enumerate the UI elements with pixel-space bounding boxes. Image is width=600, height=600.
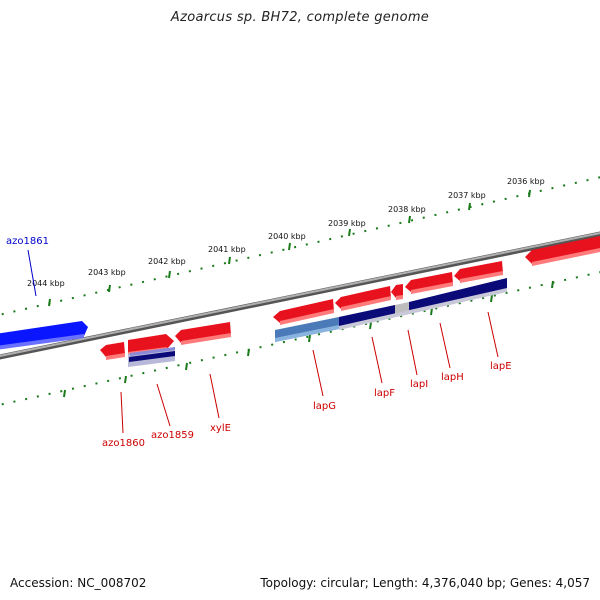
genome-backbone-highlight <box>0 232 600 357</box>
feature-bar-lap <box>275 278 507 342</box>
tick-label-2036: 2036 kbp <box>507 177 545 186</box>
leader-azo1860 <box>120 391 124 434</box>
gene-lapG[interactable] <box>273 299 334 325</box>
accession-label: Accession: NC_008702 <box>10 576 147 590</box>
gene-label-lapH[interactable]: lapH <box>441 372 464 383</box>
gene-label-azo1859[interactable]: azo1859 <box>151 430 194 441</box>
gene-label-lapE[interactable]: lapE <box>490 361 512 372</box>
gene-azo1861[interactable] <box>0 321 88 350</box>
gene-xylE[interactable] <box>175 322 231 345</box>
inner-major-ticks <box>63 280 554 398</box>
gene-label-azo1861[interactable]: azo1861 <box>6 236 49 247</box>
leader-lapE <box>487 311 499 358</box>
leader-azo1861 <box>27 249 37 297</box>
tick-label-2044: 2044 kbp <box>27 279 65 288</box>
gene-azo1860[interactable] <box>100 342 125 360</box>
outer-major-ticks <box>48 189 531 307</box>
tick-label-2037: 2037 kbp <box>448 191 486 200</box>
feature-bar-azo1859 <box>128 347 175 367</box>
leader-lapF <box>371 336 383 384</box>
gene-label-lapF[interactable]: lapF <box>374 388 395 399</box>
inner-tick-track <box>0 271 600 406</box>
tick-label-2041: 2041 kbp <box>208 245 246 254</box>
gene-label-xylE[interactable]: xylE <box>210 423 231 434</box>
tick-label-2042: 2042 kbp <box>148 257 186 266</box>
gene-label-azo1860[interactable]: azo1860 <box>102 438 145 449</box>
leader-lapI <box>407 329 418 376</box>
topology-label: Topology: circular; Length: 4,376,040 bp… <box>260 576 590 590</box>
gene-lapF[interactable] <box>335 286 391 311</box>
gene-lapH[interactable] <box>405 272 453 294</box>
gene-label-lapI[interactable]: lapI <box>410 379 428 390</box>
gene-lapE[interactable] <box>454 261 503 283</box>
map-title: Azoarcus sp. BH72, complete genome <box>170 10 430 25</box>
tick-label-2039: 2039 kbp <box>328 219 366 228</box>
tick-label-2040: 2040 kbp <box>268 232 306 241</box>
tick-label-2043: 2043 kbp <box>88 268 126 277</box>
leader-xylE <box>209 373 220 419</box>
leader-lapG <box>312 349 324 397</box>
gene-offscreen-right[interactable] <box>525 235 600 266</box>
leader-lapH <box>439 322 451 369</box>
gene-lapI[interactable] <box>391 284 403 300</box>
tick-label-2038: 2038 kbp <box>388 205 426 214</box>
leader-azo1859 <box>156 383 171 427</box>
gene-label-lapG[interactable]: lapG <box>313 401 336 412</box>
